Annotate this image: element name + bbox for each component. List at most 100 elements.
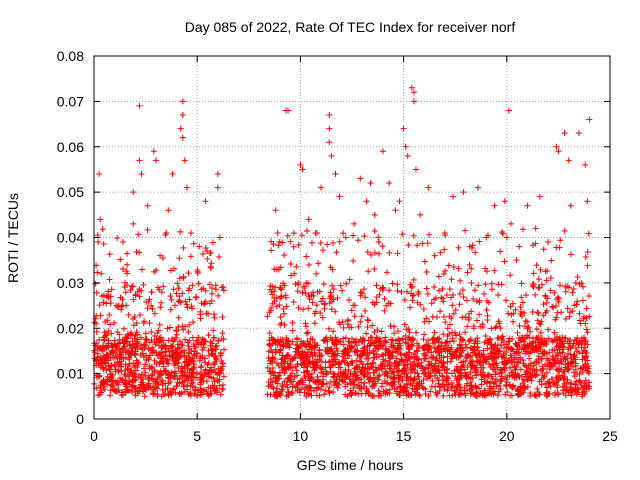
data-point xyxy=(303,323,310,330)
data-point xyxy=(148,363,155,370)
data-point xyxy=(391,330,398,337)
data-point xyxy=(194,338,201,345)
data-point xyxy=(302,342,309,349)
data-point xyxy=(295,344,302,351)
data-point xyxy=(303,279,310,286)
data-point-peak xyxy=(136,102,143,109)
data-point xyxy=(178,363,185,370)
data-point xyxy=(176,338,183,345)
data-point xyxy=(365,337,372,344)
data-point xyxy=(177,350,184,357)
data-point xyxy=(502,359,509,366)
y-tick-label: 0.06 xyxy=(57,139,84,155)
data-point-peak xyxy=(375,239,382,246)
data-point xyxy=(452,329,459,336)
data-point xyxy=(533,371,540,378)
data-point xyxy=(113,388,120,395)
data-point xyxy=(162,367,169,374)
data-point xyxy=(528,340,535,347)
data-point xyxy=(457,370,464,377)
data-point xyxy=(479,321,486,328)
data-point xyxy=(355,237,362,244)
data-point xyxy=(151,310,158,317)
data-point xyxy=(413,347,420,354)
data-point xyxy=(151,376,158,383)
data-point xyxy=(444,387,451,394)
data-point xyxy=(491,267,498,274)
data-point xyxy=(208,260,215,267)
data-point xyxy=(467,344,474,351)
data-point xyxy=(369,359,376,366)
data-point xyxy=(551,391,558,398)
data-point xyxy=(390,323,397,330)
data-point xyxy=(382,391,389,398)
data-point xyxy=(299,289,306,296)
data-point xyxy=(516,344,523,351)
data-point xyxy=(556,244,563,251)
data-point xyxy=(295,241,302,248)
data-point xyxy=(141,393,148,400)
data-point xyxy=(560,340,567,347)
data-point xyxy=(193,392,200,399)
data-point xyxy=(390,378,397,385)
data-point xyxy=(524,376,531,383)
data-point-peak xyxy=(417,211,424,218)
data-point xyxy=(426,231,433,238)
data-point xyxy=(351,313,358,320)
data-point xyxy=(167,342,174,349)
data-point xyxy=(470,296,477,303)
data-point xyxy=(575,341,582,348)
data-point xyxy=(200,386,207,393)
data-point xyxy=(397,350,404,357)
data-point xyxy=(322,364,329,371)
data-point xyxy=(553,366,560,373)
data-point xyxy=(464,387,471,394)
data-point xyxy=(342,355,349,362)
data-point xyxy=(131,364,138,371)
data-point xyxy=(100,241,107,248)
data-point xyxy=(327,363,334,370)
data-point xyxy=(94,269,101,276)
data-point xyxy=(365,389,372,396)
data-point-peak xyxy=(188,229,195,236)
data-point xyxy=(534,336,541,343)
data-point xyxy=(373,282,380,289)
data-point xyxy=(420,385,427,392)
data-point xyxy=(562,356,569,363)
data-point xyxy=(570,358,577,365)
data-point xyxy=(443,291,450,298)
data-point xyxy=(499,336,506,343)
data-point xyxy=(404,373,411,380)
data-point xyxy=(205,384,212,391)
data-point xyxy=(534,317,541,324)
data-point-peak xyxy=(567,202,574,209)
data-point xyxy=(382,387,389,394)
data-point xyxy=(369,299,376,306)
data-point xyxy=(380,285,387,292)
data-point xyxy=(129,338,136,345)
data-point xyxy=(403,288,410,295)
data-point xyxy=(503,381,510,388)
data-point xyxy=(119,296,126,303)
data-point xyxy=(583,326,590,333)
data-point xyxy=(541,350,548,357)
data-point xyxy=(579,337,586,344)
data-point xyxy=(287,357,294,364)
data-point xyxy=(264,391,271,398)
data-point xyxy=(365,317,372,324)
data-point xyxy=(210,375,217,382)
data-point xyxy=(484,317,491,324)
data-point xyxy=(556,350,563,357)
data-point xyxy=(409,337,416,344)
data-point xyxy=(413,329,420,336)
data-point-peak xyxy=(274,229,281,236)
data-point xyxy=(282,292,289,299)
data-point xyxy=(321,301,328,308)
data-point xyxy=(505,344,512,351)
data-point xyxy=(190,374,197,381)
data-point-peak xyxy=(130,220,137,227)
data-point xyxy=(520,360,527,367)
data-point xyxy=(99,342,106,349)
data-point xyxy=(217,367,224,374)
data-point-peak xyxy=(342,234,349,241)
